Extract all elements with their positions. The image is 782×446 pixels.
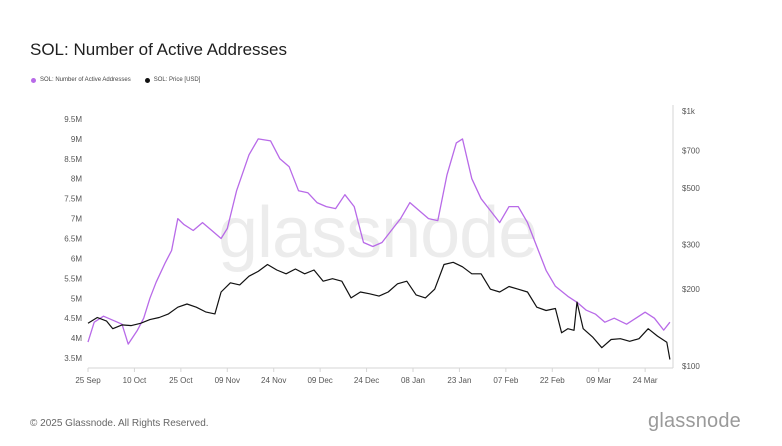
x-tick-label: 25 Sep: [75, 376, 101, 385]
x-tick-label: 09 Mar: [586, 376, 611, 385]
legend: SOL: Number of Active Addresses SOL: Pri…: [31, 77, 200, 83]
x-tick-label: 23 Jan: [447, 376, 471, 385]
series-price-line: [87, 261, 671, 360]
y-left-tick-label: 4M: [71, 334, 82, 343]
x-tick-label: 24 Nov: [261, 376, 286, 385]
x-tick-label: 08 Jan: [401, 376, 425, 385]
y-left-tick-label: 5M: [71, 294, 82, 303]
copyright-text: © 2025 Glassnode. All Rights Reserved.: [30, 418, 209, 429]
x-tick-label: 09 Dec: [307, 376, 332, 385]
y-left-tick-label: 8M: [71, 175, 82, 184]
y-right-tick-label: $300: [682, 240, 700, 249]
y-left-tick-label: 4.5M: [64, 314, 82, 323]
y-left-tick-label: 7.5M: [64, 195, 82, 204]
y-right-tick-label: $1k: [682, 107, 696, 116]
series-active-addresses-line: [87, 138, 671, 345]
x-tick-label: 25 Oct: [169, 376, 193, 385]
legend-label: SOL: Number of Active Addresses: [40, 77, 131, 83]
y-left-tick-label: 8.5M: [64, 155, 82, 164]
y-left-tick-label: 5.5M: [64, 274, 82, 283]
legend-dot-icon: [31, 77, 36, 83]
x-tick-label: 24 Dec: [354, 376, 379, 385]
y-left-tick-label: 7M: [71, 215, 82, 224]
y-right-tick-label: $100: [682, 362, 700, 371]
x-tick-label: 07 Feb: [493, 376, 518, 385]
y-right-tick-label: $500: [682, 184, 700, 193]
y-left-tick-label: 6M: [71, 254, 82, 263]
chart-title: SOL: Number of Active Addresses: [30, 40, 288, 59]
y-left-tick-label: 9M: [71, 135, 82, 144]
legend-item-active-addresses[interactable]: SOL: Number of Active Addresses: [31, 77, 131, 83]
brand-logo: glassnode: [648, 410, 741, 432]
legend-item-price[interactable]: SOL: Price [USD]: [144, 77, 201, 83]
y-left-tick-label: 9.5M: [64, 115, 82, 124]
x-tick-label: 09 Nov: [215, 376, 240, 385]
watermark-logo: glassnode: [218, 193, 538, 273]
x-tick-label: 24 Mar: [633, 376, 658, 385]
legend-label: SOL: Price [USD]: [153, 77, 201, 83]
y-right-tick-label: $700: [682, 147, 700, 156]
x-tick-label: 10 Oct: [123, 376, 147, 385]
y-left-tick-label: 6.5M: [64, 235, 82, 244]
y-right-tick-label: $200: [682, 285, 700, 294]
x-tick-label: 22 Feb: [540, 376, 565, 385]
legend-dot-icon: [144, 77, 150, 83]
y-left-tick-label: 3.5M: [64, 354, 82, 363]
